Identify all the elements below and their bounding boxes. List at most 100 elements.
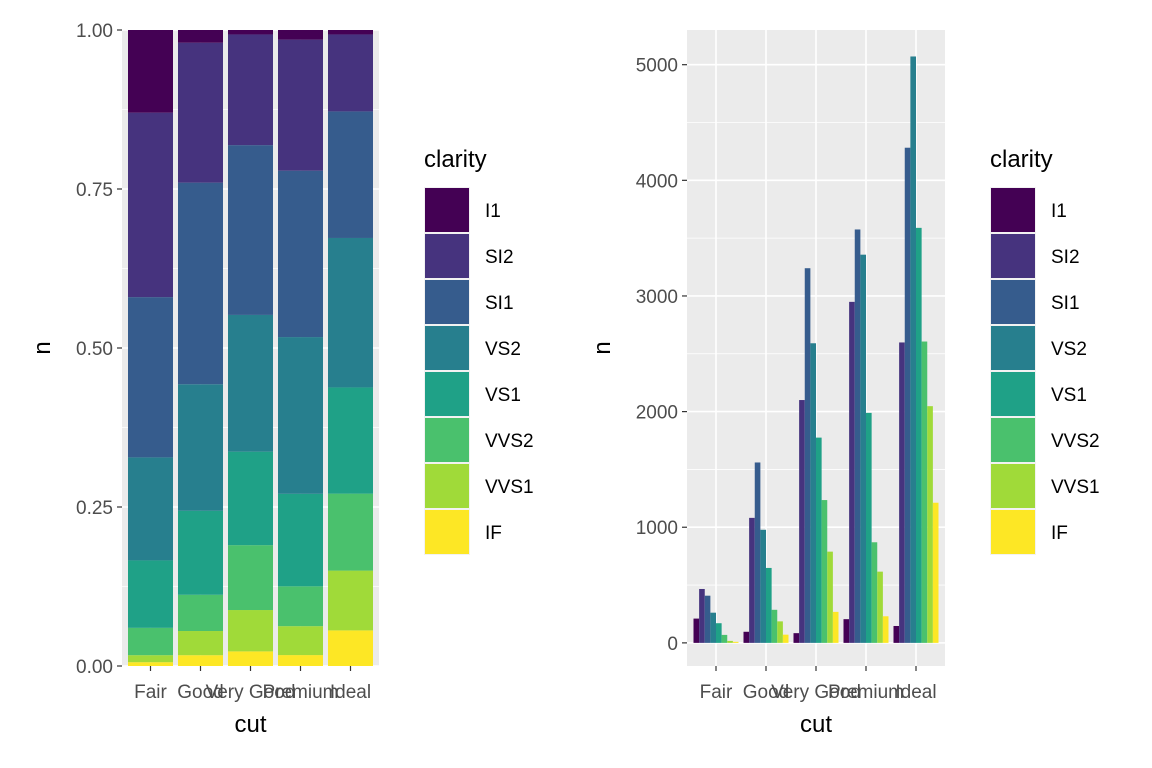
- left-bar-segment: [128, 627, 173, 656]
- right-y-axis: 0 1000 2000 3000 4000 5000: [636, 56, 687, 655]
- left-bar-segment: [278, 30, 323, 40]
- right-legend-label: IF: [1051, 523, 1068, 544]
- left-legend-label: I1: [485, 201, 501, 222]
- left-bar-segment: [178, 631, 223, 656]
- left-bar-segment: [328, 570, 373, 631]
- right-legend-label: VVS1: [1051, 477, 1100, 498]
- left-legend-title: clarity: [424, 146, 487, 173]
- right-bars: [693, 56, 939, 643]
- left-legend: clarity I1 SI2 SI1 VS2 VS1 VVS2 VVS1 IF: [424, 146, 534, 555]
- left-bar-segment: [178, 182, 223, 385]
- left-legend-label: VVS2: [485, 431, 534, 452]
- right-legend-label: VS1: [1051, 385, 1087, 406]
- left-y-axis: 0.00 0.25 0.50 0.75 1.00: [76, 21, 122, 678]
- right-legend-label: VS2: [1051, 339, 1087, 360]
- left-bar-segment: [328, 30, 373, 35]
- right-legend-key-vvs2: [991, 418, 1035, 462]
- left-x-tick-label: Ideal: [330, 682, 371, 703]
- right-bar: [716, 623, 722, 643]
- right-y-tick-label: 2000: [636, 403, 678, 424]
- right-bar: [882, 616, 889, 643]
- right-bar: [799, 400, 805, 643]
- right-bar: [743, 631, 750, 643]
- left-bar-segment: [178, 42, 223, 183]
- right-legend-key-vs2: [991, 326, 1035, 370]
- left-legend-label: VS2: [485, 339, 521, 360]
- left-bar-segment: [228, 314, 273, 452]
- right-y-tick-label: 3000: [636, 287, 678, 308]
- left-bar-segment: [278, 337, 323, 494]
- left-y-tick-label: 0.25: [76, 498, 113, 519]
- left-legend-label: SI1: [485, 293, 514, 314]
- left-bar-segment: [228, 451, 273, 546]
- right-bar: [721, 634, 728, 643]
- left-legend-key-si1: [425, 280, 469, 324]
- right-bar: [860, 254, 866, 643]
- right-legend-key-i1: [991, 188, 1035, 232]
- right-bar: [699, 588, 705, 643]
- left-legend-label: SI2: [485, 247, 514, 268]
- right-bar: [804, 268, 811, 643]
- right-legend-key-vs1: [991, 372, 1035, 416]
- left-bar-segment: [228, 34, 273, 146]
- left-bar-segment: [178, 594, 223, 632]
- right-bar: [704, 595, 711, 643]
- left-bar-segment: [228, 651, 273, 666]
- left-bar-segment: [178, 30, 223, 43]
- right-bar: [921, 341, 928, 643]
- right-y-tick-label: 1000: [636, 518, 678, 539]
- left-bar-segment: [328, 237, 373, 388]
- right-bar: [727, 640, 733, 643]
- left-bar-segment: [328, 111, 373, 238]
- left-bars: [128, 30, 373, 666]
- left-x-tick-label: Good: [177, 682, 223, 703]
- left-legend-label: VS1: [485, 385, 521, 406]
- left-bar-segment: [228, 145, 273, 315]
- right-bar: [832, 611, 839, 643]
- left-bar-segment: [128, 662, 173, 666]
- left-y-tick-label: 0.75: [76, 180, 113, 201]
- left-bar-segment: [178, 384, 223, 511]
- right-bar: [932, 502, 939, 643]
- right-legend-label: VVS2: [1051, 431, 1100, 452]
- right-bar: [877, 571, 883, 643]
- right-bar: [916, 227, 922, 643]
- right-bar: [899, 342, 905, 643]
- right-x-tick-label: Fair: [700, 682, 733, 703]
- left-bar-segment: [128, 30, 173, 113]
- right-legend-key-si1: [991, 280, 1035, 324]
- left-bar-segment: [228, 30, 273, 35]
- left-x-tick-label: Premium: [262, 682, 338, 703]
- right-y-axis-title: n: [589, 341, 616, 354]
- left-legend-key-if: [425, 510, 469, 554]
- left-bar-segment: [328, 493, 373, 571]
- right-bar: [777, 621, 783, 643]
- left-bar-segment: [178, 510, 223, 595]
- left-legend-key-vvs1: [425, 464, 469, 508]
- right-bar: [871, 542, 878, 643]
- right-legend-key-if: [991, 510, 1035, 554]
- right-y-tick-label: 4000: [636, 171, 678, 192]
- right-x-tick-label: Good: [743, 682, 789, 703]
- left-legend-key-vs2: [425, 326, 469, 370]
- left-legend-key-si2: [425, 234, 469, 278]
- right-bar: [827, 551, 833, 643]
- right-bar: [821, 500, 828, 643]
- left-bar-segment: [278, 626, 323, 656]
- right-x-axis-title: cut: [800, 711, 832, 738]
- left-legend-key-vvs2: [425, 418, 469, 462]
- left-bar-segment: [328, 34, 373, 112]
- right-bar: [816, 437, 822, 643]
- right-bar: [854, 229, 861, 643]
- right-bar: [810, 343, 816, 643]
- right-bar: [904, 147, 911, 643]
- right-legend-label: SI1: [1051, 293, 1080, 314]
- right-legend-key-si2: [991, 234, 1035, 278]
- left-bar-segment: [228, 545, 273, 611]
- right-x-tick-label: Very Good: [771, 682, 861, 703]
- left-bar-segment: [278, 493, 323, 587]
- right-legend: clarity I1 SI2 SI1 VS2 VS1 VVS2 VVS1 IF: [990, 146, 1100, 555]
- left-legend-label: IF: [485, 523, 502, 544]
- left-y-axis-title: n: [29, 341, 56, 354]
